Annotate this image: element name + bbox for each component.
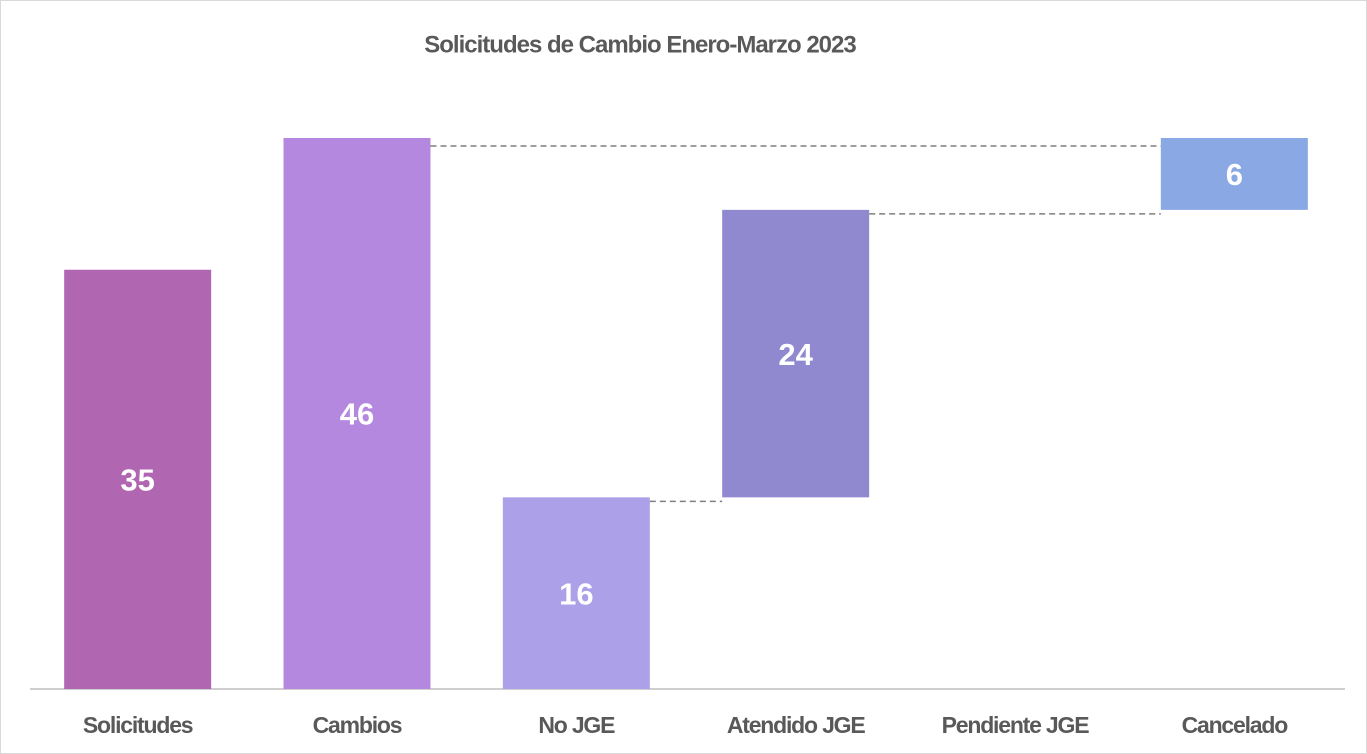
x-tick-label: No JGE <box>538 712 615 738</box>
x-tick-label: Pendiente JGE <box>942 712 1090 738</box>
data-label: 16 <box>559 576 593 611</box>
bar <box>283 138 431 689</box>
x-tick-label: Cancelado <box>1182 712 1289 738</box>
data-label: 24 <box>778 337 813 372</box>
data-label: 35 <box>120 463 154 498</box>
x-tick-label: Atendido JGE <box>727 712 866 738</box>
bar <box>722 209 870 498</box>
chart-title: Solicitudes de Cambio Enero-Marzo 2023 <box>424 31 856 58</box>
x-tick-label: Solicitudes <box>83 712 193 738</box>
data-label: 6 <box>1226 157 1243 192</box>
x-tick-label: Cambios <box>313 712 402 738</box>
bar <box>64 269 212 689</box>
data-label: 46 <box>340 397 374 432</box>
bar <box>1160 138 1308 210</box>
bar <box>502 497 650 689</box>
